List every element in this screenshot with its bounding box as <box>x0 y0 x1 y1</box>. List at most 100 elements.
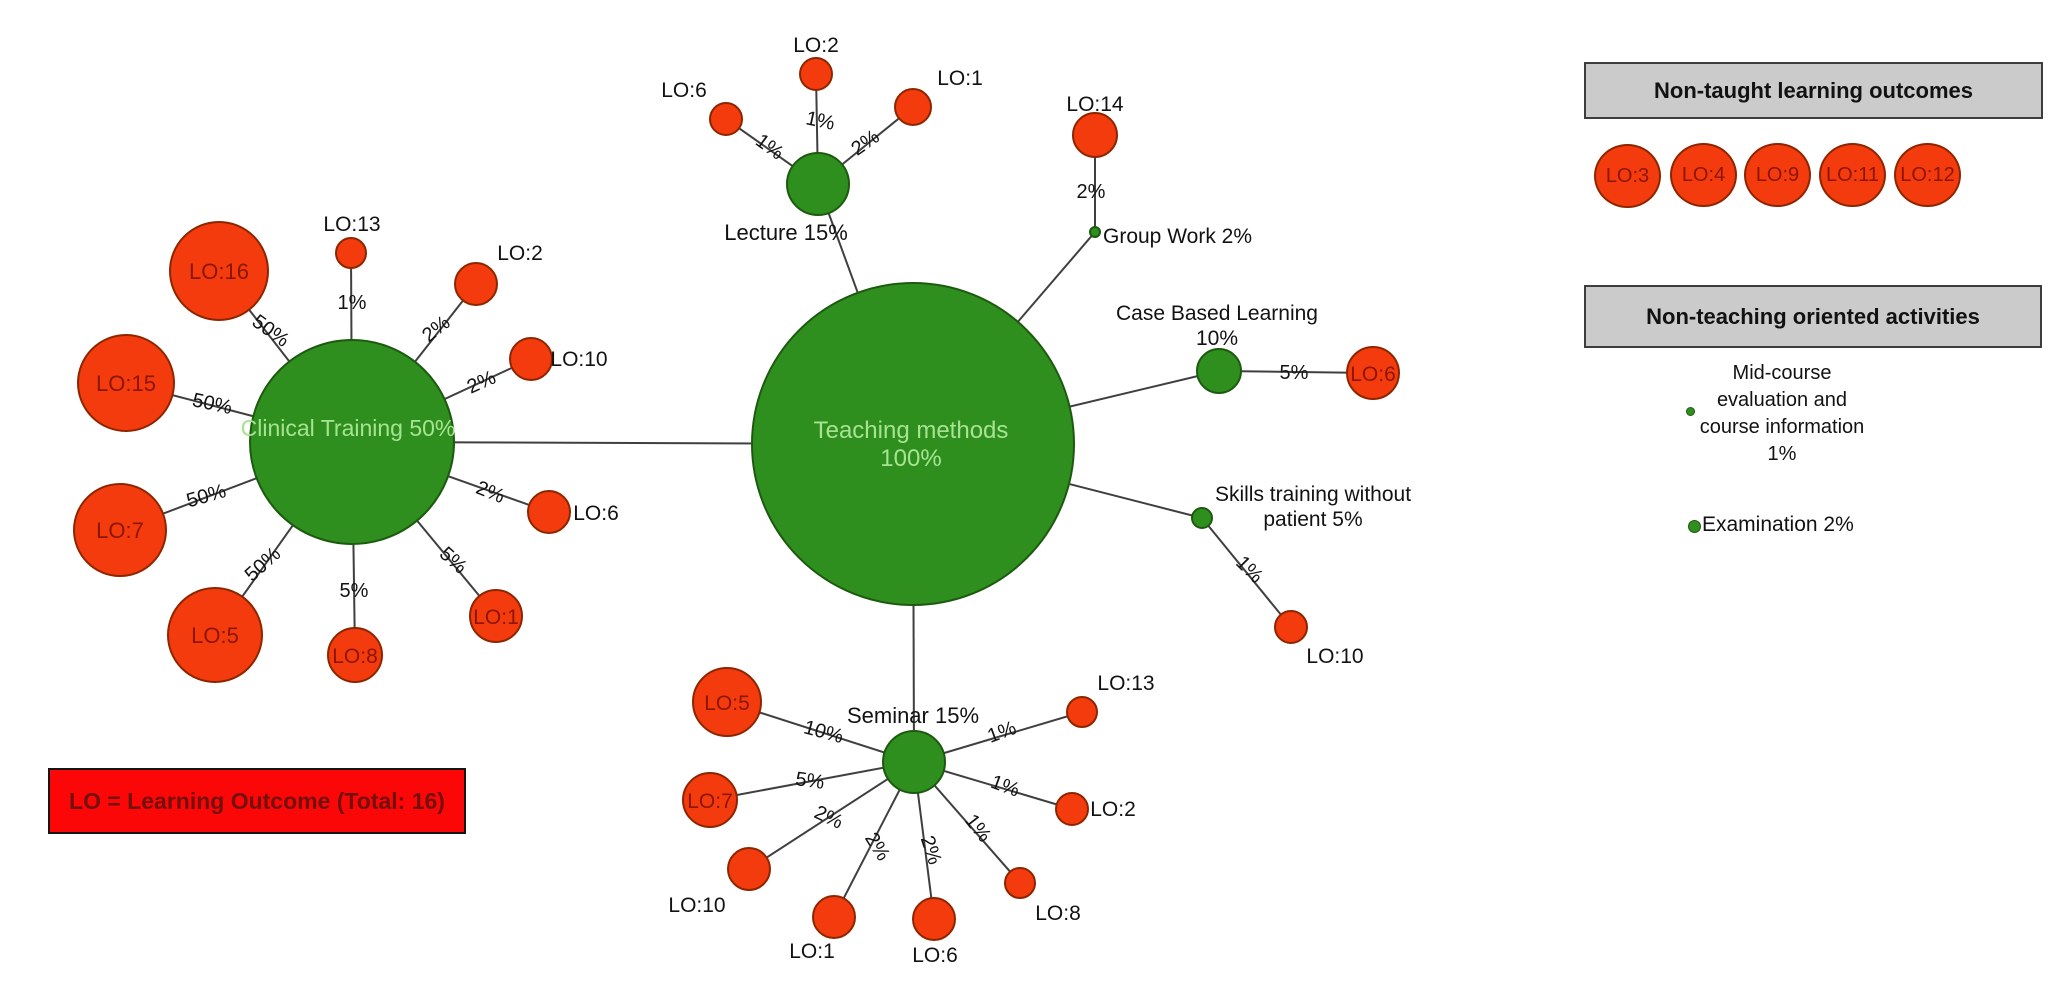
node-label-group-work: Group Work 2% <box>1103 225 1252 248</box>
node-seminar-lo10 <box>727 847 771 891</box>
node-label-seminar-lo7: LO:7 <box>687 790 733 813</box>
node-clinical-lo1 <box>469 589 523 643</box>
mid-course-line4: 1% <box>1767 443 1797 465</box>
edge-label-seminar-lo5: 10% <box>801 716 846 748</box>
edge-label-seminar-lo13: 1% <box>985 717 1020 748</box>
node-label-seminar-lo6: LO:6 <box>912 944 958 967</box>
node-label-lecture-lo6: LO:6 <box>661 79 707 102</box>
node-clinical-lo13 <box>335 237 367 269</box>
non-taught-outcomes-title: Non-taught learning outcomes <box>1654 77 1973 103</box>
edge-label-skills-lo10: 1% <box>1231 552 1267 588</box>
edge-label-clinical-lo7: 50% <box>184 480 229 512</box>
non-taught-lo4-circle: LO:4 <box>1670 143 1737 207</box>
examination-label: Examination 2% <box>1702 513 1854 536</box>
node-label-skills-lo10: LO:10 <box>1306 645 1363 668</box>
non-taught-lo11-label: LO:11 <box>1826 163 1879 186</box>
node-label-clinical-lo7: LO:7 <box>96 518 144 543</box>
node-lecture <box>786 152 850 216</box>
node-clinical-lo6 <box>527 490 571 534</box>
node-lecture-lo2 <box>799 57 833 91</box>
mid-course-line1: Mid-course <box>1732 362 1832 384</box>
edge-seminar-lo7--seminar <box>709 761 915 801</box>
node-label-skills-training: Skills training without <box>1215 483 1411 506</box>
edge-label-clinical-lo5: 50% <box>241 543 286 586</box>
node-seminar <box>882 730 946 794</box>
lo-definition-note: LO = Learning Outcome (Total: 16) <box>48 768 466 834</box>
edge-label-seminar-lo10: 2% <box>811 801 847 833</box>
node-label-seminar-lo8: LO:8 <box>1035 902 1081 925</box>
node-label-clinical-lo6: LO:6 <box>573 502 619 525</box>
non-teaching-activities-header: Non-teaching oriented activities <box>1584 285 2042 348</box>
node-clinical-training <box>249 339 455 545</box>
non-taught-outcomes-header: Non-taught learning outcomes <box>1584 62 2043 119</box>
node-skills-lo10 <box>1274 610 1308 644</box>
node-label-lecture-lo2: LO:2 <box>793 34 839 57</box>
node-seminar-lo13 <box>1066 696 1098 728</box>
node-case-based-learning <box>1196 348 1242 394</box>
edge-label-clinical-lo8: 5% <box>340 580 369 602</box>
node-label-seminar-lo13: LO:13 <box>1097 672 1154 695</box>
edge-label-group-work-lo14: 2% <box>1077 181 1106 203</box>
node-group-work <box>1089 226 1101 238</box>
mid-course-line2: evaluation and <box>1716 389 1848 411</box>
edge-seminar-lo10--seminar <box>748 761 915 870</box>
non-taught-lo12-circle: LO:12 <box>1894 143 1961 207</box>
node-clinical-lo8 <box>327 627 383 683</box>
edge-label-seminar-lo7: 5% <box>794 768 826 794</box>
non-taught-lo9-label: LO:9 <box>1755 163 1800 186</box>
node-label-group-work-lo14: LO:14 <box>1066 93 1124 116</box>
non-taught-lo3-label: LO:3 <box>1605 164 1650 187</box>
node-label-clinical-lo2: LO:2 <box>497 242 543 265</box>
edge-label-clinical-lo6: 2% <box>473 477 508 508</box>
non-taught-lo4-label: LO:4 <box>1681 163 1726 186</box>
non-teaching-activities-title: Non-teaching oriented activities <box>1646 303 1980 329</box>
node-label-clinical-lo1: LO:1 <box>473 606 519 629</box>
node-case-based-lo6 <box>1346 346 1400 400</box>
node-label-case-based-learning: 10% <box>1196 327 1238 350</box>
mid-course-line3: course information <box>1699 416 1865 438</box>
node-lecture-lo6 <box>709 102 743 136</box>
edge-label-seminar-lo6: 2% <box>916 833 946 867</box>
node-seminar-lo1 <box>812 895 856 939</box>
node-seminar-lo6 <box>912 897 956 941</box>
node-label-teaching-methods: Teaching methods <box>814 417 1009 444</box>
node-label-lecture-lo1: LO:1 <box>937 67 983 90</box>
node-label-clinical-training: Clinical Training 50% <box>241 415 456 441</box>
node-seminar-lo2 <box>1055 792 1089 826</box>
node-label-seminar-lo5: LO:5 <box>704 692 750 715</box>
node-label-clinical-lo8: LO:8 <box>332 645 378 668</box>
non-taught-lo9-circle: LO:9 <box>1744 143 1811 207</box>
node-seminar-lo5 <box>692 667 762 737</box>
edge-skills-lo10--skills-training <box>1201 517 1292 628</box>
node-clinical-lo7 <box>73 483 167 577</box>
node-label-clinical-lo5: LO:5 <box>191 623 239 648</box>
non-taught-lo12-label: LO:12 <box>1900 163 1955 186</box>
node-skills-training <box>1191 507 1213 529</box>
node-label-seminar-lo10: LO:10 <box>668 894 725 917</box>
edge-label-clinical-lo10: 2% <box>464 367 500 399</box>
node-label-case-based-lo6: LO:6 <box>1350 363 1396 386</box>
edge-label-seminar-lo2: 1% <box>988 771 1023 802</box>
node-label-skills-training: patient 5% <box>1263 508 1362 531</box>
edge-label-case-based-lo6: 5% <box>1280 362 1309 384</box>
node-seminar-lo7 <box>682 772 738 828</box>
lo-definition-text: LO = Learning Outcome (Total: 16) <box>69 787 445 814</box>
edge-label-seminar-lo1: 2% <box>860 829 894 865</box>
node-label-clinical-lo15: LO:15 <box>96 371 156 396</box>
node-label-clinical-lo16: LO:16 <box>189 259 249 284</box>
node-group-work-lo14 <box>1072 112 1118 158</box>
examination-dot <box>1688 520 1701 533</box>
node-label-clinical-lo10: LO:10 <box>550 348 607 371</box>
node-label-seminar-lo2: LO:2 <box>1090 798 1136 821</box>
edge-label-seminar-lo8: 1% <box>960 810 995 846</box>
edge-label-clinical-lo15: 50% <box>190 389 234 419</box>
node-label-clinical-lo13: LO:13 <box>323 213 380 236</box>
node-label-lecture: Lecture 15% <box>724 220 848 245</box>
node-teaching-methods <box>751 282 1075 606</box>
node-clinical-lo16 <box>169 221 269 321</box>
node-seminar-lo8 <box>1004 867 1036 899</box>
node-clinical-lo2 <box>454 262 498 306</box>
node-lecture-lo1 <box>894 88 932 126</box>
node-clinical-lo10 <box>509 337 553 381</box>
